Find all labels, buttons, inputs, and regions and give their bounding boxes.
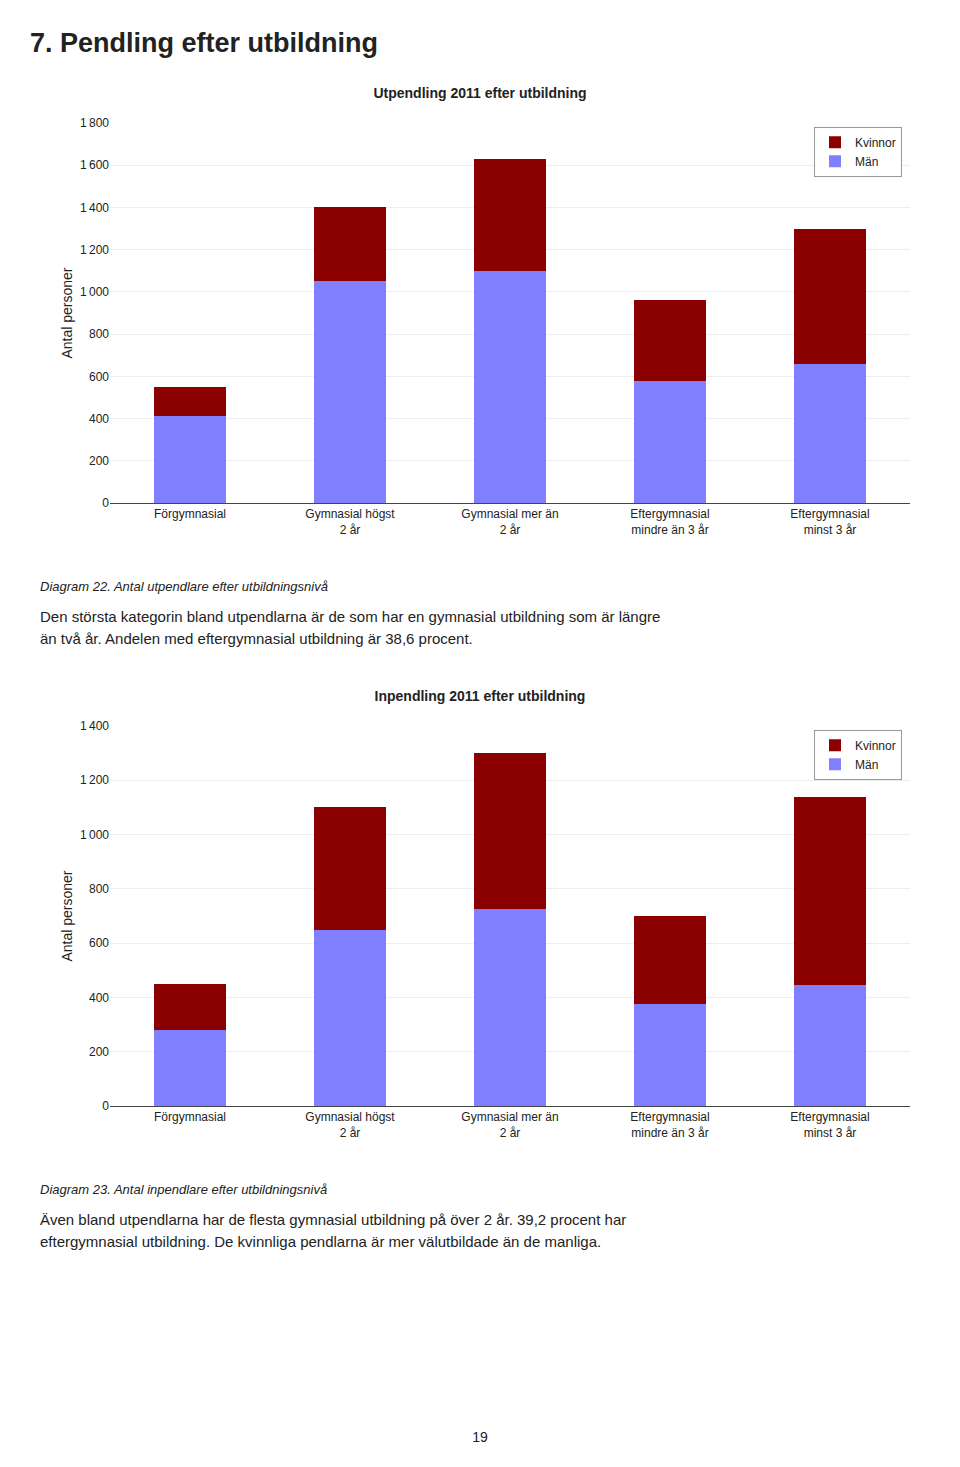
svg-text:Män: Män xyxy=(855,758,878,772)
svg-text:200: 200 xyxy=(89,1045,109,1059)
svg-text:800: 800 xyxy=(89,327,109,341)
html-text:19: 19 xyxy=(472,1429,488,1445)
svg-text:Eftergymnasialmindre än 3 år: Eftergymnasialmindre än 3 år xyxy=(630,1110,709,1140)
svg-text:Eftergymnasialminst 3 år: Eftergymnasialminst 3 år xyxy=(790,1110,869,1140)
svg-text:600: 600 xyxy=(89,936,109,950)
svg-text:0: 0 xyxy=(102,496,109,510)
svg-text:1 200: 1 200 xyxy=(80,773,109,787)
svg-text:1 800: 1 800 xyxy=(80,116,109,130)
html-text:eftergymnasial utbildning. De: eftergymnasial utbildning. De kvinnliga … xyxy=(40,1233,602,1250)
html-text:Den största kategorin bland ut: Den största kategorin bland utpendlarna … xyxy=(40,608,661,625)
svg-text:0: 0 xyxy=(102,1099,109,1113)
svg-text:Förgymnasial: Förgymnasial xyxy=(154,1110,226,1124)
svg-text:1 400: 1 400 xyxy=(80,201,109,215)
svg-text:200: 200 xyxy=(89,454,109,468)
svg-text:1 000: 1 000 xyxy=(80,828,109,842)
html-text:Även bland utpendlarna har de: Även bland utpendlarna har de flesta gym… xyxy=(40,1211,627,1228)
svg-text:Antal personer: Antal personer xyxy=(59,267,75,358)
svg-text:Förgymnasial: Förgymnasial xyxy=(154,507,226,521)
svg-text:800: 800 xyxy=(89,882,109,896)
html-text:7. Pendling efter utbildning: 7. Pendling efter utbildning xyxy=(30,28,378,58)
svg-text:Gymnasial högst2 år: Gymnasial högst2 år xyxy=(305,507,395,537)
svg-text:1 400: 1 400 xyxy=(80,719,109,733)
svg-text:1 000: 1 000 xyxy=(80,285,109,299)
svg-text:Eftergymnasialmindre än 3 år: Eftergymnasialmindre än 3 år xyxy=(630,507,709,537)
svg-text:Män: Män xyxy=(855,155,878,169)
svg-text:Inpendling 2011 efter utbildni: Inpendling 2011 efter utbildning xyxy=(375,688,586,704)
svg-text:400: 400 xyxy=(89,412,109,426)
svg-text:Gymnasial högst2 år: Gymnasial högst2 år xyxy=(305,1110,395,1140)
svg-text:Utpendling 2011 efter utbildni: Utpendling 2011 efter utbildning xyxy=(373,85,586,101)
svg-text:Gymnasial mer än2 år: Gymnasial mer än2 år xyxy=(461,1110,558,1140)
svg-text:Antal personer: Antal personer xyxy=(59,870,75,961)
svg-text:Eftergymnasialminst 3 år: Eftergymnasialminst 3 år xyxy=(790,507,869,537)
svg-text:Kvinnor: Kvinnor xyxy=(855,739,896,753)
html-text:Diagram 23. Antal inpendlare e: Diagram 23. Antal inpendlare efter utbil… xyxy=(40,1182,328,1197)
svg-text:1 200: 1 200 xyxy=(80,243,109,257)
svg-text:600: 600 xyxy=(89,370,109,384)
html-text:Diagram 22. Antal utpendlare e: Diagram 22. Antal utpendlare efter utbil… xyxy=(40,579,328,594)
svg-text:400: 400 xyxy=(89,991,109,1005)
svg-text:1 600: 1 600 xyxy=(80,158,109,172)
html-text:än två år. Andelen med eftergy: än två år. Andelen med eftergymnasial ut… xyxy=(40,630,473,647)
svg-text:Gymnasial mer än2 år: Gymnasial mer än2 år xyxy=(461,507,558,537)
svg-text:Kvinnor: Kvinnor xyxy=(855,136,896,150)
